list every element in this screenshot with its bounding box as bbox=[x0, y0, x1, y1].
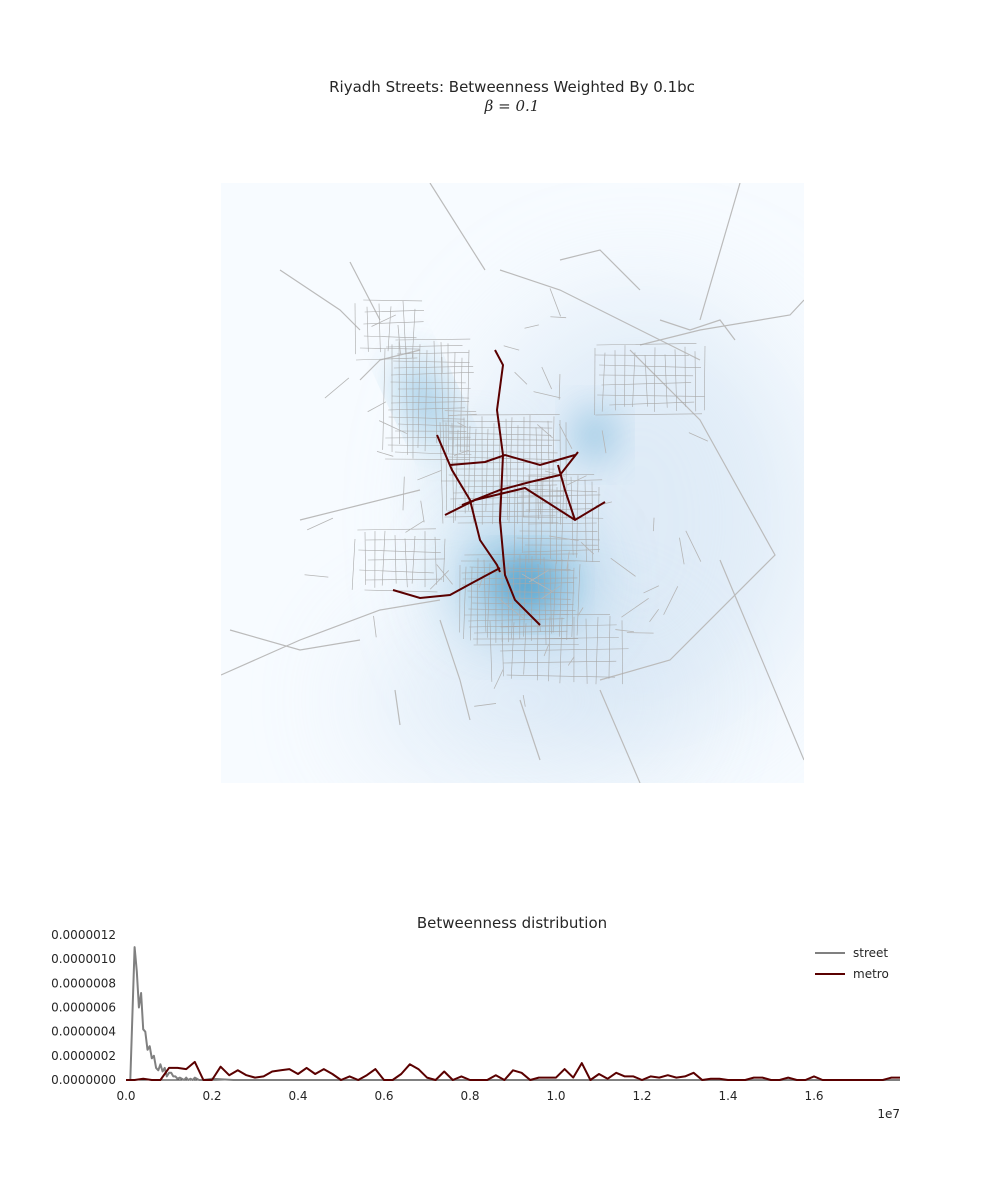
legend: street metro bbox=[815, 946, 889, 981]
series-line-street bbox=[126, 946, 900, 1081]
legend-label-metro: metro bbox=[853, 967, 889, 981]
x-offset-label: 1e7 bbox=[877, 1107, 900, 1121]
y-tick-label: 0.0000002 bbox=[51, 1049, 116, 1063]
legend-label-street: street bbox=[853, 946, 888, 960]
metro-line-3 bbox=[449, 453, 576, 467]
betweenness-distribution-chart: 0.0 0.2 0.4 0.6 0.8 1.0 1.2 1.4 1.6 0.0000000 0.00… bbox=[51, 928, 900, 1103]
y-tick-label: 0.0000004 bbox=[51, 1025, 116, 1039]
street-network bbox=[221, 183, 804, 783]
x-tick-label: 0.8 bbox=[460, 1089, 479, 1103]
betweenness-density-heatmap bbox=[360, 300, 804, 780]
series-line-metro bbox=[126, 1060, 900, 1081]
street-network-map bbox=[221, 183, 804, 783]
y-tick-label: 0.0000008 bbox=[51, 976, 116, 990]
map-title: Riyadh Streets: Betweenness Weighted By … bbox=[329, 78, 695, 96]
y-tick-label: 0.0000012 bbox=[51, 928, 116, 942]
y-tick-label: 0.0000010 bbox=[51, 952, 116, 966]
metro-line-1 bbox=[494, 349, 541, 626]
x-tick-label: 0.2 bbox=[202, 1089, 221, 1103]
metro-line-2 bbox=[436, 434, 501, 573]
map-subtitle: β = 0.1 bbox=[484, 97, 540, 115]
y-tick-label: 0.0000000 bbox=[51, 1073, 116, 1087]
x-tick-label: 0.4 bbox=[288, 1089, 307, 1103]
metro-line-6 bbox=[392, 567, 501, 600]
metro-line-5 bbox=[444, 486, 606, 522]
metro-line-4 bbox=[461, 451, 579, 506]
metro-lines bbox=[392, 349, 606, 626]
x-tick-label: 1.4 bbox=[718, 1089, 737, 1103]
x-tick-label: 0.0 bbox=[116, 1089, 135, 1103]
x-tick-label: 1.0 bbox=[546, 1089, 565, 1103]
y-tick-label: 0.0000006 bbox=[51, 1001, 116, 1015]
x-tick-label: 1.6 bbox=[804, 1089, 823, 1103]
chart-title: Betweenness distribution bbox=[417, 914, 607, 932]
metro-line-7 bbox=[557, 464, 576, 521]
x-tick-label: 0.6 bbox=[374, 1089, 393, 1103]
x-tick-label: 1.2 bbox=[632, 1089, 651, 1103]
